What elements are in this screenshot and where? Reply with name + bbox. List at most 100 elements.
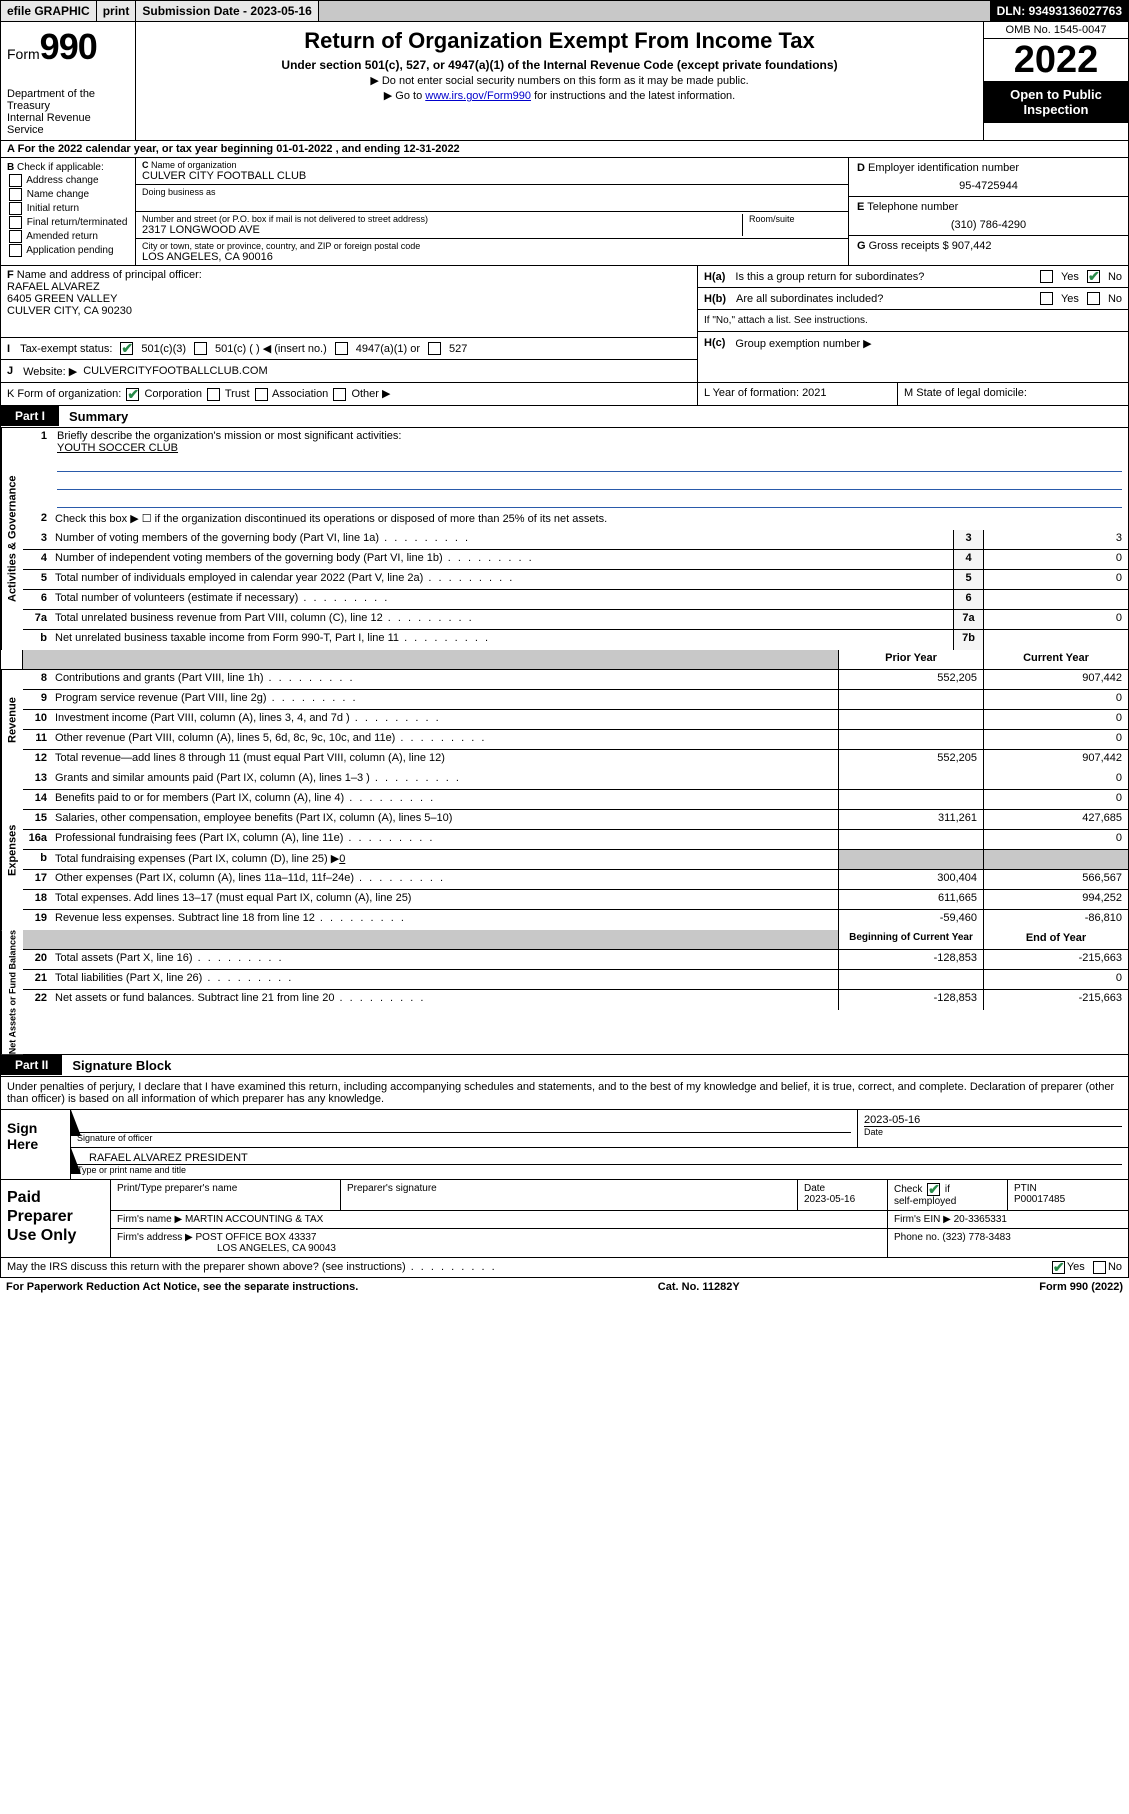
check-final-return[interactable]: Final return/terminated: [7, 216, 129, 229]
check-assoc[interactable]: [255, 388, 268, 401]
check-501c[interactable]: [194, 342, 207, 355]
part-1-title: Summary: [59, 406, 138, 427]
discuss-no[interactable]: [1093, 1261, 1106, 1274]
street-cell: Number and street (or P.O. box if mail i…: [136, 212, 848, 239]
check-name-change[interactable]: Name change: [7, 188, 129, 201]
check-other[interactable]: [333, 388, 346, 401]
h-b-yes[interactable]: [1040, 292, 1053, 305]
h-a-no[interactable]: [1087, 270, 1100, 283]
gross-value: 907,442: [952, 240, 992, 252]
net-spacer-2: [51, 930, 838, 949]
form-note-ssn: ▶ Do not enter social security numbers o…: [144, 74, 975, 87]
line-10-num: 10: [23, 710, 51, 729]
discuss-yes-label: Yes: [1067, 1261, 1085, 1273]
line-6-box: 6: [953, 590, 983, 609]
year-formation: L Year of formation: 2021: [698, 383, 898, 405]
line-15-text: Salaries, other compensation, employee b…: [51, 810, 838, 829]
efile-graphic-button[interactable]: efile GRAPHIC: [1, 1, 97, 21]
firm-name-cell: Firm's name ▶ MARTIN ACCOUNTING & TAX: [111, 1211, 888, 1228]
check-app-pending[interactable]: Application pending: [7, 244, 129, 257]
h-b-no-label: No: [1108, 293, 1122, 305]
check-trust[interactable]: [207, 388, 220, 401]
cat-number: Cat. No. 11282Y: [658, 1281, 740, 1293]
check-corp[interactable]: [126, 388, 139, 401]
city-value: LOS ANGELES, CA 90016: [142, 251, 842, 263]
line-17-num: 17: [23, 870, 51, 889]
officer-name-title: RAFAEL ALVAREZ PRESIDENT: [77, 1152, 1122, 1164]
col-end-year: End of Year: [983, 930, 1128, 949]
print-button[interactable]: print: [97, 1, 137, 21]
line-21-begin: [838, 970, 983, 989]
check-app-pending-label: Application pending: [26, 245, 113, 256]
city-cell: City or town, state or province, country…: [136, 239, 848, 265]
h-b-no[interactable]: [1087, 292, 1100, 305]
line-22-text: Net assets or fund balances. Subtract li…: [51, 990, 838, 1010]
line-11-prior: [838, 730, 983, 749]
dept-treasury: Department of the Treasury: [7, 88, 129, 112]
line-6-num: 6: [23, 590, 51, 609]
line-11-current: 0: [983, 730, 1128, 749]
line-1-mission: Briefly describe the organization's miss…: [51, 428, 1128, 510]
ein-cell: D Employer identification number 95-4725…: [849, 158, 1128, 197]
h-a-yes[interactable]: [1040, 270, 1053, 283]
line-7b-val: [983, 630, 1128, 650]
firm-phone-value: (323) 778-3483: [942, 1232, 1010, 1243]
opt-4947: 4947(a)(1) or: [356, 343, 420, 355]
form-subtitle: Under section 501(c), 527, or 4947(a)(1)…: [144, 58, 975, 72]
firm-name-value: MARTIN ACCOUNTING & TAX: [185, 1214, 323, 1225]
check-self-employed[interactable]: [927, 1183, 940, 1196]
vlabel-spacer: [1, 650, 23, 669]
check-address-change-label: Address change: [26, 175, 98, 186]
line-9-prior: [838, 690, 983, 709]
discuss-yes[interactable]: [1052, 1261, 1065, 1274]
line-9-num: 9: [23, 690, 51, 709]
dln-value: 93493136027763: [1029, 4, 1122, 18]
form-of-org: K Form of organization: Corporation Trus…: [1, 383, 698, 405]
org-name-label: Name of organization: [151, 160, 237, 170]
officer-f: F Name and address of principal officer:…: [1, 266, 697, 338]
opt-trust: Trust: [225, 388, 250, 400]
h-b-row: H(b)Are all subordinates included? Yes N…: [698, 288, 1128, 310]
line-22-num: 22: [23, 990, 51, 1010]
check-amended-label: Amended return: [26, 231, 98, 242]
line-12-num: 12: [23, 750, 51, 770]
line-7b-num: b: [23, 630, 51, 650]
paid-preparer-label: Paid Preparer Use Only: [1, 1180, 111, 1257]
website-row: JWebsite: ▶ CULVERCITYFOOTBALLCLUB.COM: [1, 360, 697, 382]
h-c-row: H(c)Group exemption number ▶: [698, 332, 1128, 354]
col-spacer-1: [23, 650, 51, 669]
check-address-change[interactable]: Address change: [7, 174, 129, 187]
klm-row: K Form of organization: Corporation Trus…: [0, 383, 1129, 406]
header-center: Return of Organization Exempt From Incom…: [136, 22, 983, 140]
firm-ein-label: Firm's EIN ▶: [894, 1214, 951, 1225]
check-name-change-label: Name change: [27, 189, 89, 200]
check-527[interactable]: [428, 342, 441, 355]
check-4947[interactable]: [335, 342, 348, 355]
officer-signature-cell: Signature of officer: [71, 1110, 858, 1147]
period-end: 12-31-2022: [403, 143, 459, 155]
check-501c3[interactable]: [120, 342, 133, 355]
line-16a-prior: [838, 830, 983, 849]
omb-number: OMB No. 1545-0047: [984, 22, 1128, 39]
line-15-num: 15: [23, 810, 51, 829]
part-1-header: Part I Summary: [0, 406, 1129, 428]
line-7a-num: 7a: [23, 610, 51, 629]
submission-date-value: 2023-05-16: [250, 4, 311, 18]
period-begin: 01-01-2022: [276, 143, 332, 155]
officer-name: RAFAEL ALVAREZ: [7, 281, 100, 293]
check-amended[interactable]: Amended return: [7, 230, 129, 243]
org-name-cell: C Name of organization CULVER CITY FOOTB…: [136, 158, 848, 185]
line-5-num: 5: [23, 570, 51, 589]
line-16b-prior-shade: [838, 850, 983, 869]
line-9-text: Program service revenue (Part VIII, line…: [51, 690, 838, 709]
h-a-row: H(a)Is this a group return for subordina…: [698, 266, 1128, 288]
irs-link[interactable]: www.irs.gov/Form990: [425, 90, 531, 102]
line-16b-text: Total fundraising expenses (Part IX, col…: [55, 853, 339, 865]
paid-preparer-block: Paid Preparer Use Only Print/Type prepar…: [0, 1180, 1129, 1258]
line-19-current: -86,810: [983, 910, 1128, 930]
line-12-prior: 552,205: [838, 750, 983, 770]
check-initial-return[interactable]: Initial return: [7, 202, 129, 215]
h-c-text: Group exemption number ▶: [735, 337, 871, 350]
discuss-no-label: No: [1108, 1261, 1122, 1273]
line-4-val: 0: [983, 550, 1128, 569]
